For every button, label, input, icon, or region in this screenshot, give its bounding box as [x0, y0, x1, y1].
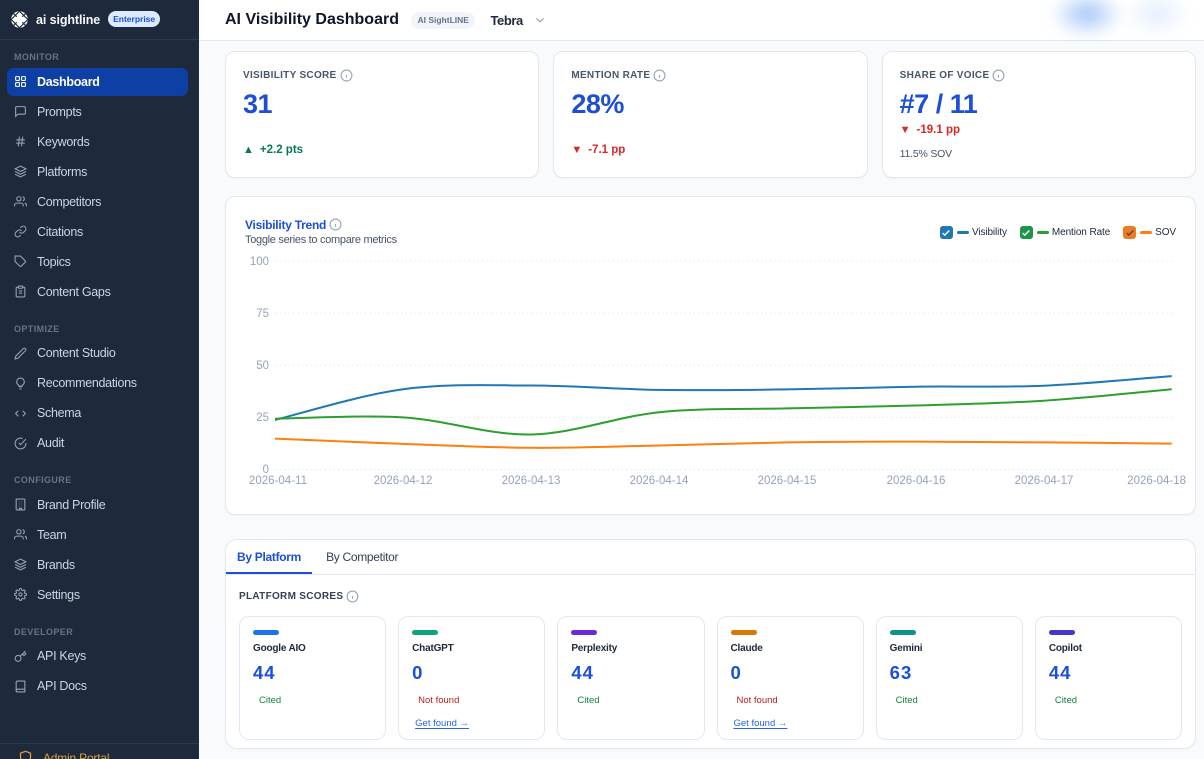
svg-text:2026-04-13: 2026-04-13	[502, 475, 561, 487]
svg-text:0: 0	[263, 464, 269, 476]
svg-text:2026-04-11: 2026-04-11	[249, 475, 307, 487]
svg-text:25: 25	[256, 412, 269, 424]
svg-text:2026-04-18: 2026-04-18	[1127, 475, 1186, 487]
svg-text:2026-04-15: 2026-04-15	[758, 475, 817, 487]
svg-text:2026-04-14: 2026-04-14	[630, 475, 689, 487]
svg-text:2026-04-17: 2026-04-17	[1015, 475, 1074, 487]
svg-text:50: 50	[256, 360, 269, 372]
svg-text:100: 100	[250, 256, 269, 268]
svg-text:2026-04-12: 2026-04-12	[374, 475, 433, 487]
svg-text:75: 75	[256, 308, 269, 320]
svg-text:2026-04-16: 2026-04-16	[887, 475, 946, 487]
